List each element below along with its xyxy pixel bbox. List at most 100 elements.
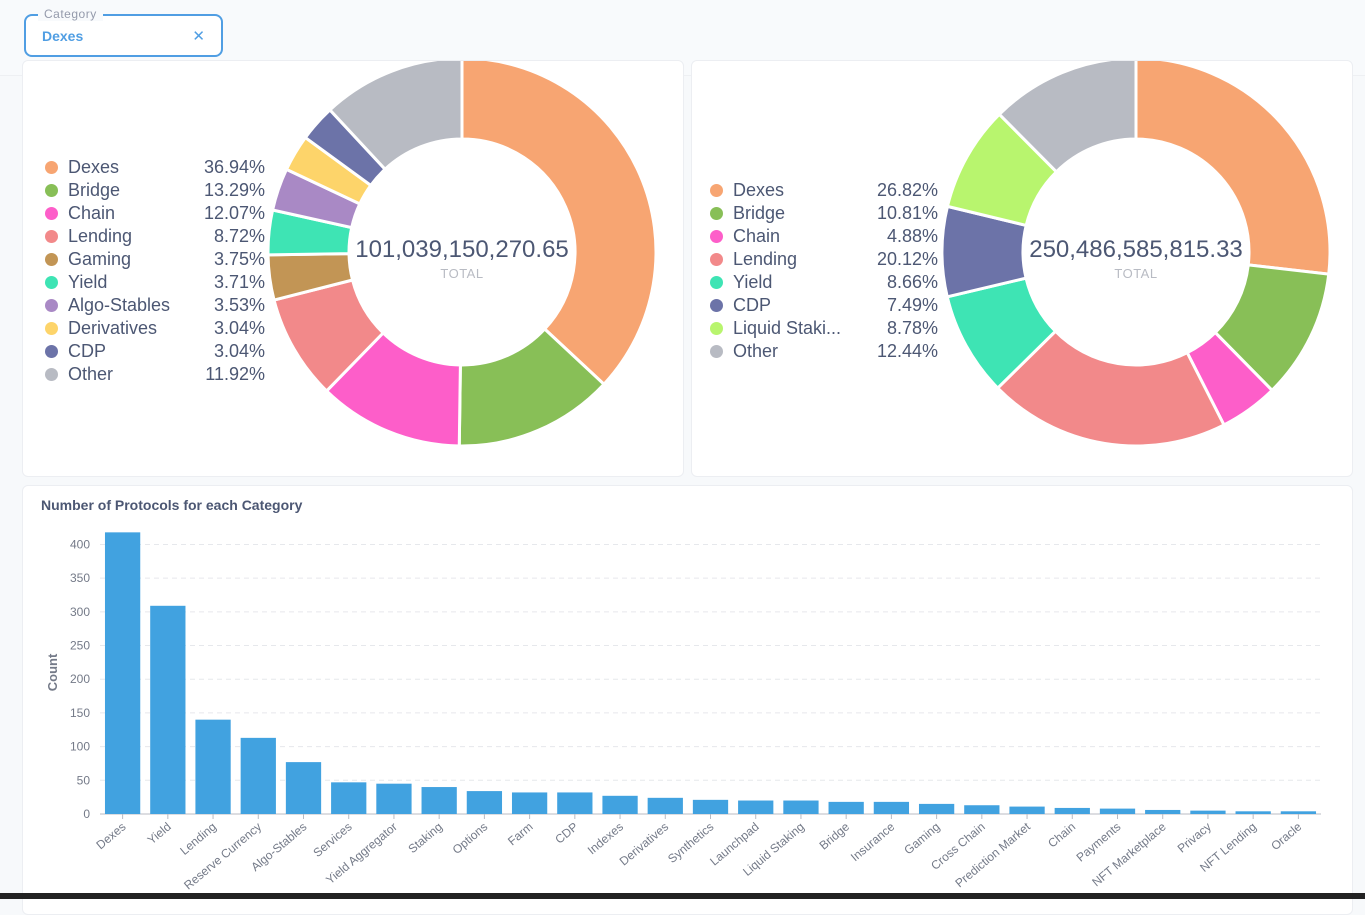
legend-item-dexes[interactable]: Dexes 26.82%	[710, 179, 938, 202]
bar-gaming[interactable]	[918, 803, 955, 814]
legend-label: Dexes	[733, 180, 785, 200]
close-icon[interactable]: ✕	[192, 28, 205, 45]
legend-item-algo-stables[interactable]: Algo-Stables 3.53%	[45, 294, 265, 317]
bar-staking[interactable]	[421, 787, 457, 814]
legend-item-lending[interactable]: Lending 8.72%	[45, 225, 265, 248]
filter-value[interactable]: Dexes	[42, 28, 84, 44]
x-tick-label: Staking	[405, 820, 445, 856]
bar-algo-stables[interactable]	[285, 762, 322, 814]
legend-item-other[interactable]: Other 11.92%	[45, 363, 265, 386]
bar-payments[interactable]	[1099, 808, 1136, 814]
bar-yield-aggregator[interactable]	[376, 783, 412, 814]
donut-slice-lending[interactable]	[995, 329, 1226, 448]
donut-slice-other[interactable]	[327, 61, 464, 172]
legend-percent: 4.88%	[886, 226, 938, 246]
bar-reserve-currency[interactable]	[240, 737, 276, 814]
x-tick-label: Insurance	[848, 819, 898, 864]
x-tick-label: Gaming	[901, 820, 942, 858]
bar-chain[interactable]	[1054, 807, 1090, 814]
legend-percent: 36.94%	[203, 157, 265, 177]
legend-dot-icon	[45, 253, 58, 266]
bar-cross-chain[interactable]	[964, 805, 1000, 814]
donut-total-value: 101,039,150,270.65	[355, 236, 569, 263]
bar-yield[interactable]	[150, 605, 186, 814]
y-tick-label: 300	[70, 605, 90, 619]
y-tick-label: 100	[70, 740, 90, 754]
legend-item-yield[interactable]: Yield 8.66%	[710, 271, 938, 294]
bar-launchpad[interactable]	[738, 800, 774, 814]
bar-nft-marketplace[interactable]	[1145, 809, 1181, 814]
legend-percent: 26.82%	[876, 180, 938, 200]
legend-label: CDP	[733, 295, 772, 315]
legend-item-dexes[interactable]: Dexes 36.94%	[45, 156, 265, 179]
bar-indexes[interactable]	[602, 795, 638, 814]
donut-total-caption: TOTAL	[1114, 266, 1158, 281]
bar-chart-title: Number of Protocols for each Category	[41, 497, 303, 513]
bar-oracle[interactable]	[1280, 811, 1317, 814]
legend-item-lending[interactable]: Lending 20.12%	[710, 248, 938, 271]
x-tick-label: Chain	[1045, 820, 1078, 851]
legend-item-other[interactable]: Other 12.44%	[710, 340, 938, 363]
bar-cdp[interactable]	[557, 792, 593, 814]
legend-item-gaming[interactable]: Gaming 3.75%	[45, 248, 265, 271]
legend-dot-icon	[45, 230, 58, 243]
legend-dot-icon	[45, 368, 58, 381]
bar-insurance[interactable]	[873, 801, 910, 814]
legend-dot-icon	[45, 299, 58, 312]
bar-lending[interactable]	[195, 719, 231, 814]
legend-percent: 3.75%	[213, 249, 265, 269]
legend-percent: 11.92%	[205, 364, 265, 384]
x-tick-label: Options	[450, 820, 491, 857]
legend-percent: 3.71%	[213, 272, 265, 292]
legend-item-liquid-staking[interactable]: Liquid Staki... 8.78%	[710, 317, 938, 340]
legend-item-cdp[interactable]: CDP 7.49%	[710, 294, 938, 317]
legend-dot-icon	[710, 345, 723, 358]
x-tick-label: CDP	[552, 820, 580, 847]
legend-item-derivatives[interactable]: Derivatives 3.04%	[45, 317, 265, 340]
legend-dot-icon	[45, 345, 58, 358]
legend-dot-icon	[710, 184, 723, 197]
donut-slice-dexes[interactable]	[1134, 61, 1332, 276]
bar-liquid-staking[interactable]	[783, 800, 819, 814]
legend-label: Bridge	[733, 203, 786, 223]
y-tick-label: 350	[70, 571, 90, 585]
legend-dot-icon	[45, 276, 58, 289]
legend-item-cdp[interactable]: CDP 3.04%	[45, 340, 265, 363]
legend-label: Yield	[68, 272, 108, 292]
legend-label: Lending	[733, 249, 798, 269]
donut-chart	[266, 61, 658, 448]
bar-farm[interactable]	[511, 792, 548, 814]
legend-label: Chain	[68, 203, 116, 223]
bar-bridge[interactable]	[828, 801, 864, 814]
x-tick-label: Lending	[177, 820, 219, 858]
legend-percent: 20.12%	[876, 249, 938, 269]
legend-percent: 8.66%	[886, 272, 938, 292]
legend-dot-icon	[710, 230, 723, 243]
bar-services[interactable]	[331, 782, 367, 814]
donut-slice-dexes[interactable]	[460, 61, 658, 387]
bar-nft-lending[interactable]	[1235, 811, 1271, 814]
bar-chart: 0 50 100 150 200 250 300 350 400 Count Dexes Yield L…	[45, 532, 1321, 892]
bar-prediction-market[interactable]	[1009, 806, 1045, 814]
legend-dot-icon	[710, 299, 723, 312]
donut-slice-other[interactable]	[997, 61, 1138, 174]
category-filter[interactable]: Category Dexes ✕	[24, 7, 223, 57]
bar-privacy[interactable]	[1190, 810, 1226, 814]
legend-percent: 3.04%	[213, 318, 265, 338]
x-tick-label: Yield	[145, 820, 174, 848]
legend-item-chain[interactable]: Chain 4.88%	[710, 225, 938, 248]
bar-options[interactable]	[466, 791, 503, 814]
legend-dot-icon	[45, 322, 58, 335]
bar-dexes[interactable]	[104, 532, 141, 814]
bar-derivatives[interactable]	[647, 797, 683, 814]
legend-label: Dexes	[68, 157, 120, 177]
x-tick-label: Privacy	[1175, 820, 1214, 856]
donut-total-caption: TOTAL	[440, 266, 484, 281]
legend-item-bridge[interactable]: Bridge 13.29%	[45, 179, 265, 202]
bar-synthetics[interactable]	[692, 799, 729, 814]
legend-percent: 13.29%	[203, 180, 265, 200]
legend-item-bridge[interactable]: Bridge 10.81%	[710, 202, 938, 225]
legend-item-yield[interactable]: Yield 3.71%	[45, 271, 265, 294]
x-tick-label: Indexes	[585, 820, 626, 858]
legend-item-chain[interactable]: Chain 12.07%	[45, 202, 265, 225]
